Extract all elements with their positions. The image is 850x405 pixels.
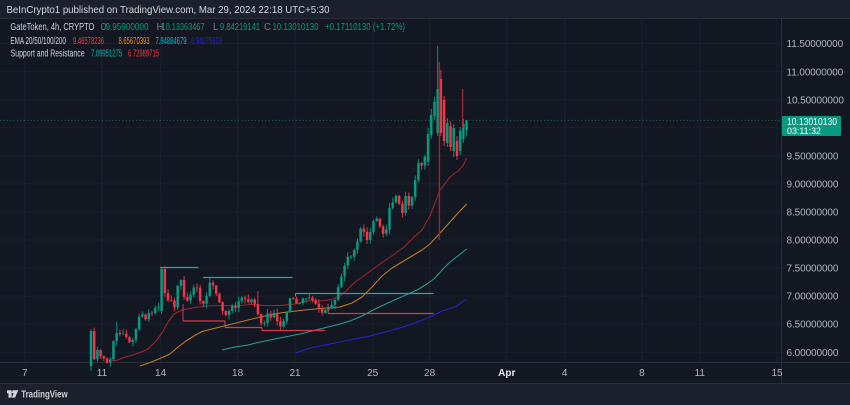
svg-text:10.13363467: 10.13363467 [162,21,205,33]
svg-text:14: 14 [155,368,167,379]
svg-text:9.95900000: 9.95900000 [106,21,149,33]
svg-text:18: 18 [232,368,244,379]
svg-text:10.13010130: 10.13010130 [273,21,319,33]
svg-text:28: 28 [424,368,436,379]
svg-text:10.13010130: 10.13010130 [787,117,837,128]
svg-text:O: O [101,21,107,33]
svg-text:6.00000000: 6.00000000 [787,348,839,359]
svg-text:11.50000000: 11.50000000 [787,39,844,50]
svg-text:9.84219141: 9.84219141 [220,21,260,33]
svg-text:9.00000000: 9.00000000 [787,180,839,191]
svg-text:8: 8 [639,368,645,379]
svg-text:11: 11 [97,368,108,379]
svg-text:9.46578236: 9.46578236 [73,36,104,47]
svg-text:8.00000000: 8.00000000 [787,236,839,247]
svg-text:8.50000000: 8.50000000 [787,208,839,219]
svg-text:7.09951275: 7.09951275 [91,48,122,59]
svg-text:6.94075323: 6.94075323 [191,36,222,47]
svg-text:11.00000000: 11.00000000 [787,67,844,78]
svg-text:GateToken, 4h, CRYPTO: GateToken, 4h, CRYPTO [10,21,94,33]
svg-text:03:11:32: 03:11:32 [787,126,821,136]
svg-text:10.50000000: 10.50000000 [787,95,845,106]
svg-text:7.84884679: 7.84884679 [156,36,187,47]
svg-text:6.72989715: 6.72989715 [128,48,159,59]
svg-text:C: C [264,21,271,33]
svg-text:BeInCrypto1 published on Tradi: BeInCrypto1 published on TradingView.com… [7,5,330,16]
svg-text:EMA 20/50/100/200: EMA 20/50/100/200 [10,36,66,47]
svg-text:TradingView: TradingView [21,389,68,401]
svg-text:L: L [213,21,219,33]
svg-text:7: 7 [22,368,28,379]
svg-text:21: 21 [289,368,301,379]
svg-text:25: 25 [367,368,379,379]
svg-text:6.50000000: 6.50000000 [787,320,839,331]
svg-text:8.65670393: 8.65670393 [119,36,150,47]
svg-text:H: H [157,21,164,33]
svg-text:+0.17110130 (+1.72%): +0.17110130 (+1.72%) [325,21,405,33]
svg-text:9.50000000: 9.50000000 [787,151,839,162]
svg-text:11: 11 [695,368,706,379]
svg-text:7.00000000: 7.00000000 [787,292,839,303]
svg-text:4: 4 [562,368,568,379]
svg-text:7.50000000: 7.50000000 [787,264,839,275]
svg-text:Support and Resistance: Support and Resistance [11,48,85,59]
svg-text:Apr: Apr [498,368,515,379]
svg-text:15: 15 [771,368,783,379]
